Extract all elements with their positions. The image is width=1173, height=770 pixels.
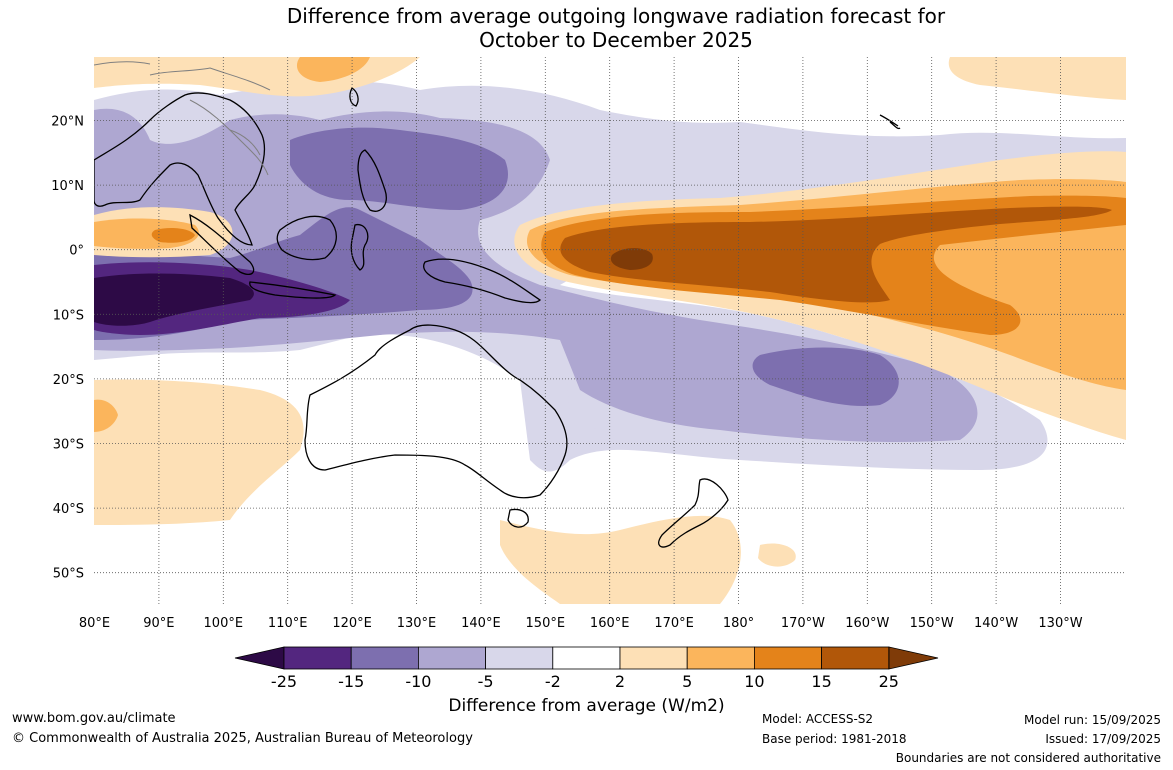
boundary-line — [94, 61, 151, 66]
model-run-text: Model run: 15/09/2025 — [1023, 713, 1161, 727]
longitude-label: 140°W — [974, 616, 1018, 631]
colorbar-tick-label: -10 — [405, 672, 431, 691]
colorbar-tick-label: 15 — [811, 672, 831, 691]
taiwan-coastline — [349, 87, 359, 107]
latitude-label: 10°S — [53, 308, 84, 323]
longitude-label: 140°E — [461, 616, 501, 631]
australia-coastline — [304, 324, 568, 499]
colorbar-boxes — [283, 646, 890, 670]
disclaimer-text: Boundaries are not considered authoritat… — [895, 751, 1161, 765]
coastlines — [94, 87, 901, 548]
map-title: Difference from average outgoing longwav… — [0, 4, 1173, 52]
latitude-label: 20°S — [53, 373, 84, 388]
anomaly-region-light-orange-tasman — [500, 515, 741, 604]
colorbar-box — [350, 646, 419, 670]
tasmania-coastline — [507, 508, 529, 528]
asia-mainland-coastline — [94, 92, 266, 246]
new-guinea-coastline — [423, 258, 542, 304]
philippines-coastline — [357, 149, 387, 212]
colorbar-tick-label: 5 — [682, 672, 692, 691]
colorbar-tick-label: -15 — [338, 672, 364, 691]
longitude-label: 80°E — [79, 616, 110, 631]
latitude-label: 10°N — [51, 179, 84, 194]
boundary-line — [149, 67, 271, 91]
anomaly-region-deepest-purple — [94, 273, 254, 326]
colorbar-box — [754, 646, 823, 670]
longitude-label: 130°W — [1038, 616, 1082, 631]
longitude-label: 100°E — [204, 616, 244, 631]
boundary-line — [189, 99, 269, 176]
anomaly-region-orange-southwest — [94, 399, 118, 432]
anomaly-region-dark-purple-north — [290, 127, 508, 210]
sulawesi-coastline — [350, 223, 369, 271]
longitude-labels: 80°E 90°E 100°E 110°E 120°E 130°E 140°E 150°E 16… — [79, 616, 1083, 631]
colorbar-tick-label: -2 — [545, 672, 561, 691]
longitude-label: 110°E — [268, 616, 308, 631]
longitude-label: 120°E — [332, 616, 372, 631]
colorbar-box — [619, 646, 688, 670]
gridlines — [94, 57, 1126, 604]
anomaly-region-light-orange-northeast — [948, 57, 1126, 100]
longitude-label: 90°E — [143, 616, 174, 631]
sumatra-coastline — [189, 213, 255, 276]
colorbar-extend-low — [234, 646, 285, 670]
java-coastline — [249, 281, 337, 299]
anomaly-region-light-orange-southpacific — [758, 543, 796, 567]
website-link[interactable]: www.bom.gov.au/climate — [12, 711, 176, 726]
longitude-label: 170°E — [654, 616, 694, 631]
anomaly-region-dark-orange-indian — [151, 227, 195, 243]
title-line-1: Difference from average outgoing longwav… — [286, 4, 946, 28]
latitude-label: 40°S — [53, 502, 84, 517]
latitude-label: 0° — [69, 244, 84, 259]
copyright-text: © Commonwealth of Australia 2025, Austra… — [12, 731, 473, 746]
anomaly-region-dark-purple-southeast — [752, 347, 899, 406]
title-line-2: October to December 2025 — [479, 28, 753, 52]
model-text: Model: ACCESS-S2 — [762, 712, 874, 726]
base-period-text: Base period: 1981-2018 — [762, 732, 907, 746]
issued-text: Issued: 17/09/2025 — [1045, 732, 1161, 746]
colorbar-label: Difference from average (W/m2) — [448, 696, 725, 716]
colorbar-box — [485, 646, 554, 670]
longitude-label: 160°E — [590, 616, 630, 631]
colorbar-box — [283, 646, 352, 670]
country-boundaries — [94, 61, 271, 176]
anomaly-region-brown-pacific — [560, 206, 1112, 303]
colorbar-tick-label: 2 — [615, 672, 625, 691]
new-zealand-coastline — [658, 478, 729, 548]
colorbar-tick-labels: -25 -15 -10 -5 -2 2 5 10 15 25 — [271, 672, 899, 691]
anomaly-region-light-orange-southwest — [94, 379, 304, 525]
colorbar-box — [552, 646, 621, 670]
longitude-label: 150°E — [526, 616, 566, 631]
olr-anomaly-map: 20°N 10°N 0° 10°S 20°S 30°S 40°S 50°S 80°E 90°E 1… — [51, 57, 1126, 631]
colorbar-tick-label: 10 — [744, 672, 764, 691]
borneo-coastline — [276, 215, 337, 261]
colorbar-box — [686, 646, 755, 670]
longitude-label: 150°W — [910, 616, 954, 631]
latitude-label: 50°S — [53, 567, 84, 582]
colorbar-extend-high — [888, 646, 939, 670]
boundary-line — [229, 129, 261, 156]
anomaly-region-darkest-brown — [610, 248, 653, 270]
colorbar-tick-label: -5 — [478, 672, 494, 691]
longitude-label: 160°W — [845, 616, 889, 631]
colorbar-box — [821, 646, 890, 670]
latitude-label: 20°N — [51, 115, 84, 130]
longitude-label: 170°W — [781, 616, 825, 631]
colorbar-tick-label: 25 — [879, 672, 899, 691]
colorbar-tick-label: -25 — [271, 672, 297, 691]
latitude-labels: 20°N 10°N 0° 10°S 20°S 30°S 40°S 50°S — [51, 115, 84, 582]
colorbar-box — [417, 646, 486, 670]
longitude-label: 130°E — [397, 616, 437, 631]
longitude-label: 180° — [723, 616, 754, 631]
latitude-label: 30°S — [53, 438, 84, 453]
